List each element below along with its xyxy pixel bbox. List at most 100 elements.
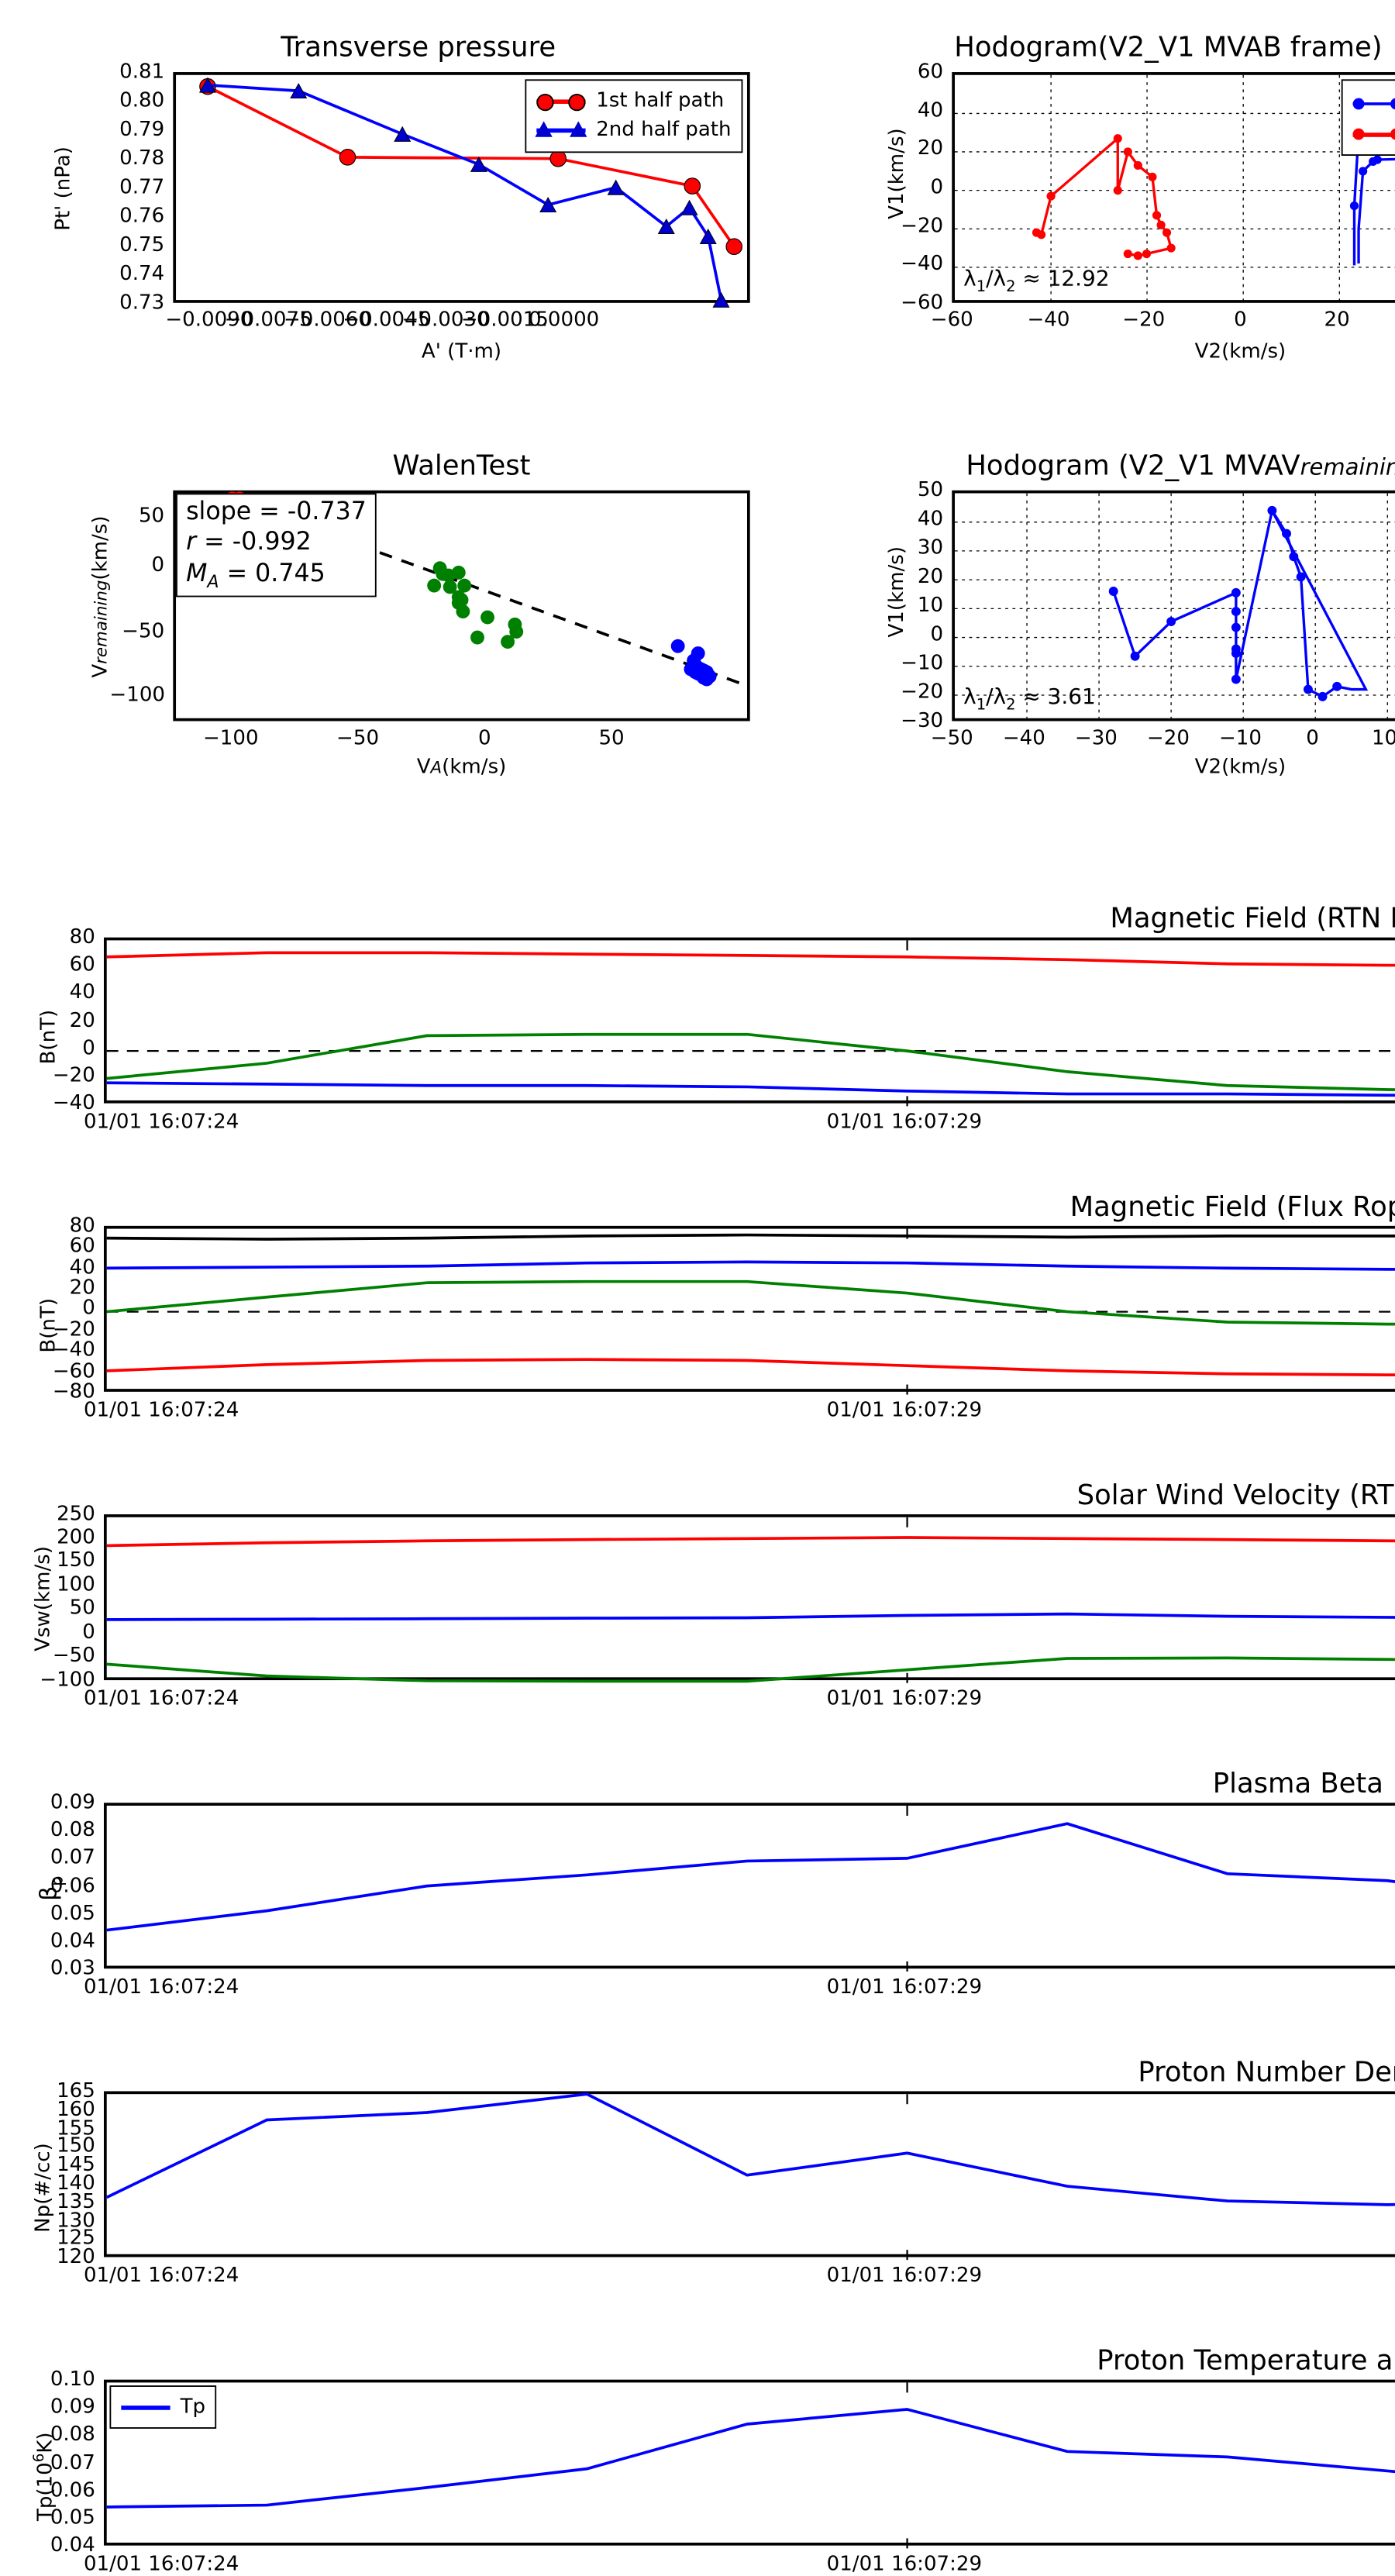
x-tick: 01/01 16:07:24	[83, 1687, 239, 1711]
y-axis-label: Vremaining(km/s)	[89, 515, 113, 678]
x-tick: −20	[1122, 308, 1166, 332]
y-tick: −20	[52, 1317, 95, 1341]
y-tick: −50	[52, 1644, 95, 1668]
legend-swatch-tp	[121, 2399, 170, 2416]
y-tick: −30	[901, 709, 944, 733]
panel-title: Hodogram(V2_V1 MVAB frame)	[954, 31, 1383, 64]
y-tick: 125	[57, 2226, 95, 2251]
x-tick: −50	[336, 726, 380, 750]
x-tick: 01/01 16:07:29	[826, 1687, 983, 1711]
y-tick: 0	[151, 553, 165, 577]
legend: B/√μ0ρ Vremaining	[1342, 79, 1395, 157]
panel-title: WalenTest	[392, 449, 531, 482]
series-vr	[106, 1536, 1395, 1548]
legend-item-2nd-half: 2nd half path	[536, 115, 732, 145]
legend: Tp	[109, 2385, 217, 2430]
y-tick: 0.04	[50, 2533, 95, 2557]
x-tick-marks	[906, 1228, 908, 1395]
walen-correlation: r = -0.992	[186, 528, 312, 557]
series-canvas	[106, 1228, 1395, 1395]
y-axis-label: Pt' (nPa)	[51, 146, 75, 231]
legend-swatch-red-circle	[536, 92, 587, 112]
legend-label: Tp	[180, 2395, 206, 2419]
x-tick-marks	[906, 2382, 908, 2549]
x-tick: −0.0075	[224, 308, 312, 332]
legend-item-b-alfven: B/√μ0ρ	[1353, 87, 1395, 120]
x-tick-marks	[906, 1517, 908, 1683]
y-tick: 0.10	[50, 2368, 95, 2392]
y-tick: 0	[930, 622, 944, 646]
plot-area: Br Bt Bn	[103, 937, 1395, 1107]
plot-area	[103, 2091, 1395, 2261]
y-tick: 0	[82, 1620, 95, 1644]
x-tick: 0	[477, 726, 491, 750]
plot-area: 1st half path 2nd half path	[173, 72, 750, 308]
x-tick: 50	[598, 726, 625, 750]
panel-title: Proton Temperature and Tr/Tp	[1097, 2344, 1395, 2377]
x-tick: −40	[1002, 726, 1045, 750]
x-tick: 01/01 16:07:29	[826, 1110, 983, 1134]
panel-title: Magnetic Field (RTN Frame)	[1110, 902, 1395, 935]
legend: 1st half path 2nd half path	[525, 79, 743, 153]
y-tick: −60	[901, 291, 944, 315]
series-1st-half-markers	[199, 77, 743, 256]
plot-area: B/√μ0ρ Vremaining	[952, 72, 1395, 306]
y-tick: 10	[917, 594, 944, 618]
y-tick: 0.07	[50, 2451, 95, 2475]
series-v-remaining	[1035, 135, 1173, 257]
y-tick: 0	[930, 176, 944, 199]
walen-slope: slope = -0.737	[186, 498, 367, 527]
series-canvas	[106, 1517, 1395, 1683]
series-np	[105, 2092, 1395, 2206]
y-tick: 0	[82, 1037, 95, 1060]
y-tick: 145	[57, 2153, 95, 2177]
x-tick: 20	[1324, 308, 1350, 332]
y-tick: 0.74	[119, 262, 165, 286]
series-br	[106, 951, 1395, 967]
y-tick: −80	[52, 1379, 95, 1403]
y-tick: 0.09	[50, 2395, 95, 2419]
series-2nd-half-path	[207, 83, 723, 301]
x-tick: −100	[202, 726, 259, 750]
y-tick: 0.06	[50, 2479, 95, 2502]
y-tick: 80	[69, 925, 95, 949]
series-vt	[106, 1656, 1395, 1683]
legend-label: 2nd half path	[596, 119, 732, 142]
y-tick: 30	[917, 536, 944, 560]
series-canvas	[198, 77, 743, 308]
y-tick: 0.79	[119, 118, 165, 142]
panel-title: Solar Wind Velocity (RTN Frame)	[1076, 1479, 1395, 1512]
legend-item-v-remaining: Vremaining	[1353, 119, 1395, 149]
x-tick: 0.0000	[529, 308, 600, 332]
y-tick: 50	[917, 478, 944, 502]
y-tick: −20	[901, 215, 944, 239]
eigenvalue-ratio-annotation: λ1/λ2 ≈ 3.61	[963, 684, 1096, 715]
x-tick: 10	[1371, 726, 1395, 750]
series-tp	[106, 2408, 1395, 2509]
y-tick: −20	[901, 680, 944, 704]
x-tick: 01/01 16:07:24	[83, 1975, 239, 1999]
y-tick: 0.06	[50, 1875, 95, 1899]
x-tick: −10	[1218, 726, 1262, 750]
x-tick: 01/01 16:07:24	[83, 2264, 239, 2288]
y-tick: 130	[57, 2209, 95, 2233]
y-tick: 50	[138, 505, 165, 529]
x-tick: 01/01 16:07:29	[826, 1975, 983, 1999]
x-axis-label: V2(km/s)	[1194, 756, 1286, 779]
x-tick: 01/01 16:07:29	[826, 2264, 983, 2288]
y-tick: −60	[52, 1359, 95, 1383]
x-tick-marks	[906, 2094, 908, 2261]
y-tick: 150	[57, 1548, 95, 1572]
y-tick: 200	[57, 1525, 95, 1549]
series-markers	[1108, 505, 1342, 701]
series-hodogram-path	[1112, 507, 1369, 698]
y-tick: −40	[901, 252, 944, 276]
panel-title: Transverse pressure	[281, 31, 556, 64]
y-tick: 40	[917, 508, 944, 531]
x-tick: −0.0045	[343, 308, 431, 332]
series-canvas	[954, 493, 1395, 725]
y-tick: 0.09	[50, 1791, 95, 1815]
y-tick: −100	[109, 684, 165, 707]
walen-alfven-mach: MA = 0.745	[186, 559, 326, 591]
